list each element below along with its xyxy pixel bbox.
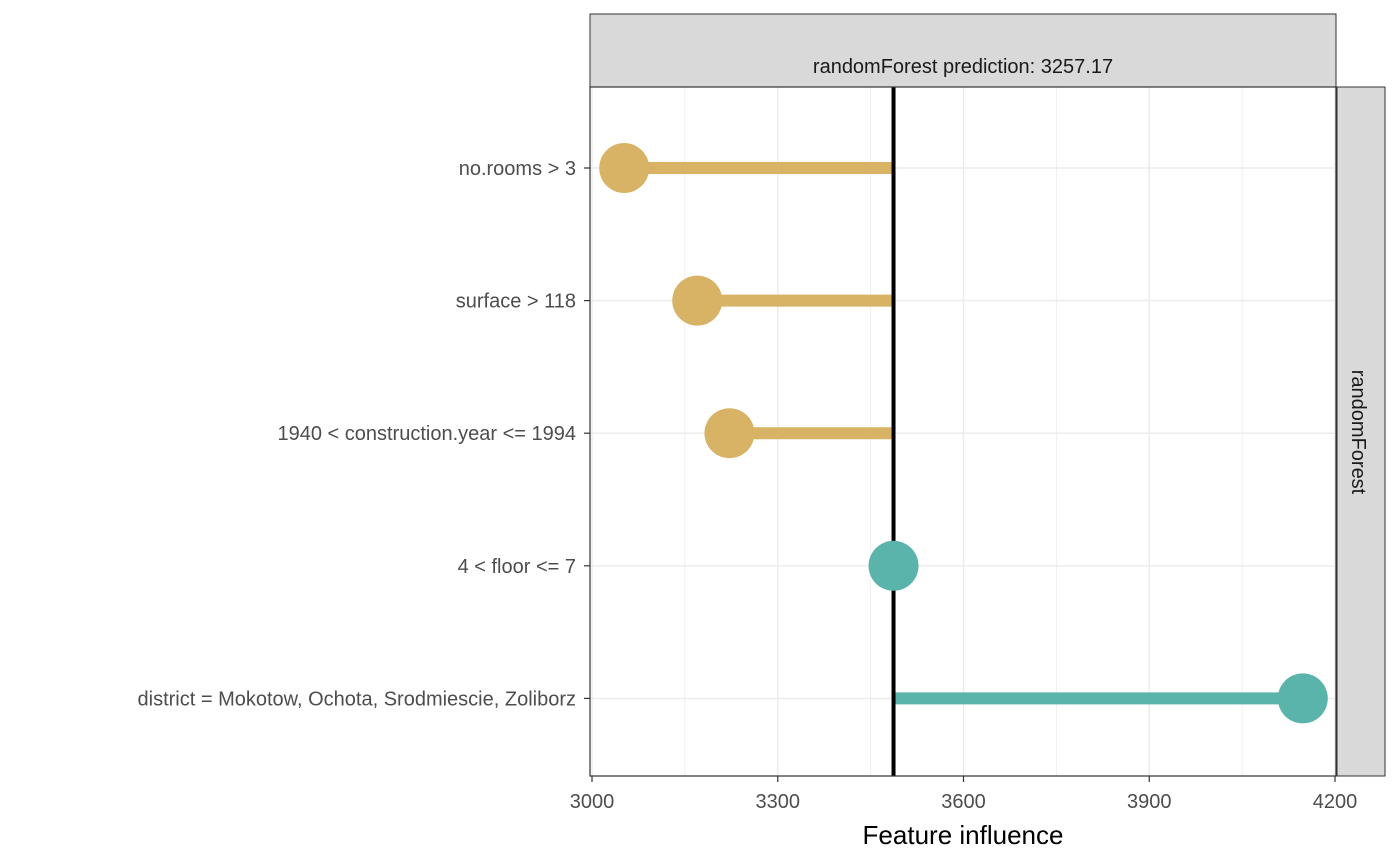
facet-title-strip — [589, 13, 1337, 88]
influence-points — [599, 143, 1328, 724]
y-tick-label: surface > 118 — [456, 291, 576, 313]
x-tick-label: 3900 — [1127, 791, 1172, 813]
influence-point — [599, 143, 650, 193]
y-tick-label: 4 < floor <= 7 — [458, 556, 576, 578]
x-tick-labels: 3000 3300 3600 3900 4200 — [570, 776, 1358, 813]
influence-point — [704, 408, 755, 459]
x-tick-label: 3000 — [570, 791, 615, 813]
x-tick-label: 3300 — [756, 791, 801, 813]
y-tick-label: 1940 < construction.year <= 1994 — [277, 423, 576, 445]
model-strip — [1336, 86, 1386, 777]
y-tick-labels: no.rooms > 3 surface > 118 1940 < construc… — [138, 158, 590, 710]
model-strip-label: randomForest — [1347, 370, 1369, 495]
y-tick-label: no.rooms > 3 — [459, 158, 576, 180]
influence-bars — [624, 162, 1303, 705]
y-tick-label: district = Mokotow, Ochota, Srodmiescie,… — [138, 688, 577, 710]
influence-point — [868, 540, 919, 591]
influence-point — [1277, 673, 1328, 724]
x-axis-title: Feature influence — [863, 820, 1064, 850]
influence-point — [672, 275, 723, 326]
facet-title: randomForest prediction: 3257.17 — [813, 56, 1113, 78]
x-tick-label: 4200 — [1313, 791, 1358, 813]
x-tick-label: 3600 — [941, 791, 986, 813]
